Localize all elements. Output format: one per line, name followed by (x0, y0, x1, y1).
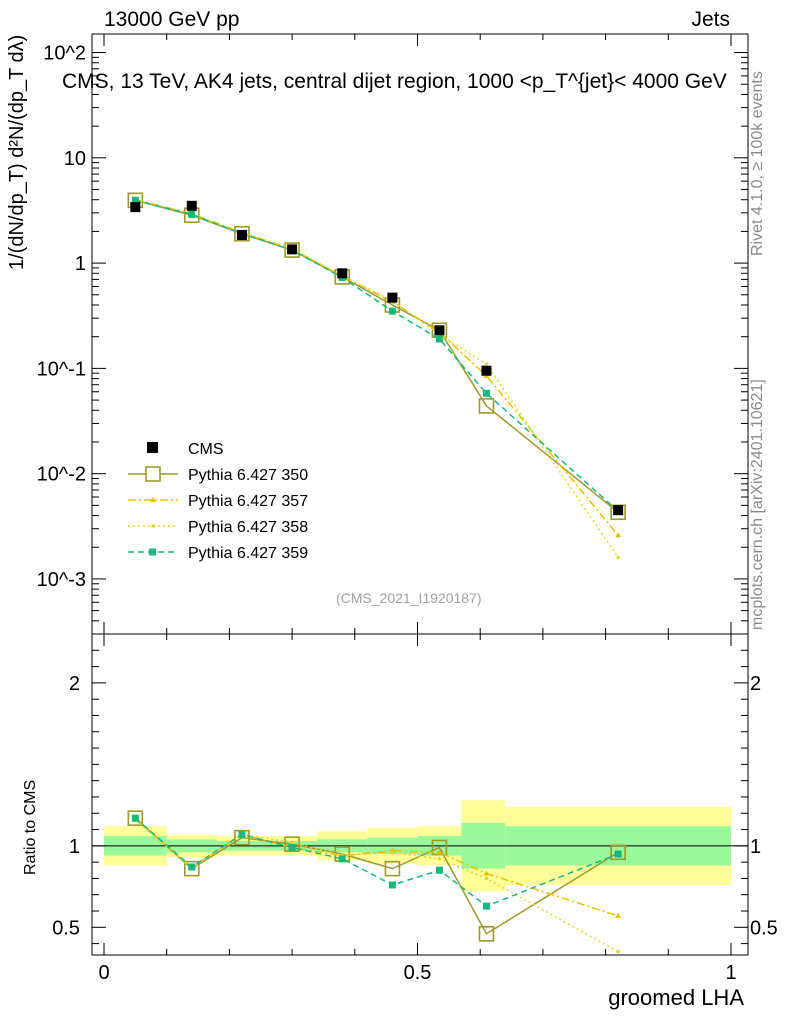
series-point-ratio (431, 839, 448, 856)
cms-data-point (387, 292, 398, 303)
series-point-ratio (435, 866, 443, 874)
legend-marker (151, 524, 155, 528)
cms-data-point (236, 229, 247, 240)
series-point-ratio (238, 830, 246, 838)
series-point-main (131, 196, 139, 204)
series-point-main (435, 335, 443, 343)
y-tick-label: 1 (75, 253, 86, 275)
ratio-tick-label-right: 1 (750, 836, 761, 858)
series-point-ratio (127, 810, 144, 826)
series-point-ratio (288, 843, 296, 851)
series-point-main (388, 307, 396, 315)
series-point-main (284, 242, 300, 258)
x-tick-label: 0.5 (404, 962, 432, 984)
legend-marker (150, 497, 156, 502)
series-point-ratio (615, 912, 622, 918)
series-point-ratio (188, 863, 196, 871)
series-point-ratio (338, 855, 346, 863)
series-point-ratio (484, 876, 489, 881)
ratio-tick-label: 0.5 (52, 917, 80, 939)
series-point-main (478, 398, 495, 414)
legend-marker (145, 466, 161, 482)
legend-marker (149, 548, 156, 556)
header-right: Jets (691, 8, 730, 31)
cms-data-point (130, 202, 141, 213)
series-point-ratio (290, 840, 294, 845)
series-point-main (188, 210, 196, 218)
cms-data-point (613, 505, 624, 516)
series-line-main (135, 199, 619, 512)
cms-data-point (186, 200, 197, 211)
ratio-tick-label: 2 (69, 673, 80, 695)
cms-data-point (287, 244, 298, 255)
series-point-ratio (131, 814, 139, 822)
main-plot-frame (91, 33, 749, 635)
legend-entry-label: Pythia 6.427 357 (188, 493, 308, 510)
cms-data-point (337, 268, 348, 279)
legend-entry-label: Pythia 6.427 359 (188, 545, 308, 562)
series-point-ratio (183, 860, 200, 877)
series-point-main (234, 225, 250, 242)
legend-entry-label: Pythia 6.427 350 (188, 467, 308, 484)
ratio-tick-label-right: 0.5 (750, 917, 778, 939)
x-axis-label: groomed LHA (608, 985, 744, 1010)
series-line-main (135, 198, 619, 536)
ratio-tick-label: 1 (69, 836, 80, 858)
y-tick-label: 10^2 (43, 43, 86, 65)
legend-marker-cms (147, 442, 158, 453)
series-point-ratio (483, 870, 490, 876)
series-point-ratio (436, 849, 443, 855)
y-tick-label: 10^-1 (37, 358, 86, 380)
x-tick-label: 0 (98, 962, 109, 984)
series-point-main (615, 532, 622, 538)
series-point-ratio (388, 881, 396, 889)
series-line-main (135, 199, 619, 513)
analysis-watermark: (CMS_2021_I1920187) (336, 590, 482, 606)
ratio-tick-label-right: 2 (750, 673, 761, 695)
series-point-ratio (616, 949, 620, 954)
ratio-plot-frame (91, 633, 749, 956)
plot-title: CMS, 13 TeV, AK4 jets, central dijet reg… (62, 70, 727, 93)
legend-entry-label: CMS (188, 441, 224, 458)
series-point-ratio (482, 902, 490, 910)
series-point-main (482, 389, 490, 397)
series-point-ratio (614, 850, 622, 858)
series-point-ratio (610, 844, 626, 861)
y-tick-label: 10^-3 (37, 569, 86, 591)
series-point-ratio (384, 860, 401, 877)
legend-entry-label: Pythia 6.427 358 (188, 519, 308, 536)
y-tick-label: 10 (64, 148, 86, 170)
cms-data-point (481, 365, 492, 376)
header-left: 13000 GeV pp (104, 8, 240, 31)
y-tick-label: 10^-2 (37, 464, 86, 486)
series-point-main (616, 555, 620, 560)
series-point-ratio (234, 829, 250, 846)
series-line-ratio (134, 817, 619, 907)
series-point-ratio (437, 857, 442, 861)
cms-data-point (434, 325, 445, 336)
series-point-ratio (478, 926, 495, 942)
series-point-ratio (390, 850, 395, 855)
series-point-main (484, 362, 489, 366)
x-tick-label: 1 (725, 962, 736, 984)
series-point-ratio (284, 836, 300, 852)
